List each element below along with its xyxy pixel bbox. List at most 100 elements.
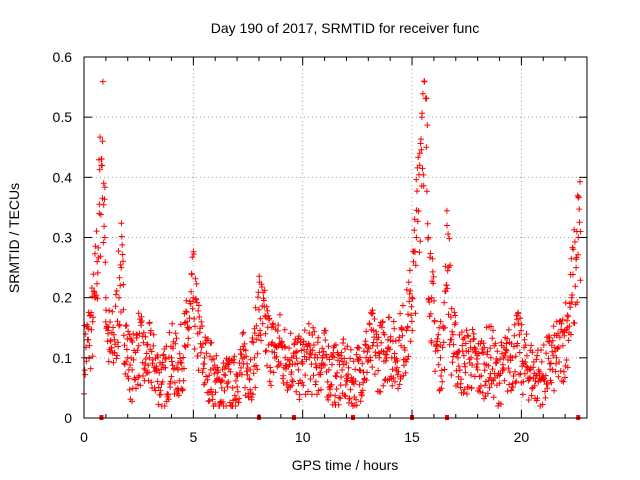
data-point [253,336,260,343]
data-point [88,326,95,333]
data-point [145,377,152,384]
data-point [212,389,219,396]
data-point [576,219,583,226]
data-point [333,386,340,392]
data-point [348,400,355,407]
data-point [169,362,176,369]
data-point [227,399,233,406]
data-point [312,378,319,385]
data-point [401,347,408,353]
data-point [390,318,397,325]
x-tick-label: 15 [404,429,420,445]
data-point [471,344,478,351]
data-point [327,383,334,390]
data-point [169,320,176,327]
data-point [363,377,370,384]
data-point [473,364,480,371]
data-point [146,319,153,326]
data-point [396,381,403,388]
data-point [342,381,349,388]
data-point [145,362,152,369]
data-point [520,378,527,385]
data-point [559,342,566,349]
data-point [427,310,434,317]
data-point [98,156,105,162]
data-point [541,378,548,384]
data-point [523,352,530,359]
data-point [249,335,256,341]
data-point [564,324,571,331]
data-point [573,264,580,271]
data-point [444,222,450,229]
data-point [199,323,206,330]
data-point [430,273,437,280]
data-point [565,337,572,344]
data-point [462,369,469,376]
data-point [175,366,181,373]
data-point [284,387,291,394]
data-point [490,327,496,334]
data-point [490,394,497,401]
data-point [100,201,107,208]
data-point [94,280,100,287]
data-point [144,341,151,348]
data-point [171,365,178,372]
data-point [281,343,288,350]
data-point [238,371,245,378]
data-point [353,396,359,403]
data-point [266,315,273,322]
data-point [311,328,318,335]
data-point [497,356,504,363]
data-point [555,373,562,380]
data-point [185,335,192,342]
data-point [489,335,496,342]
data-point [94,258,101,265]
data-point [332,392,339,399]
data-point [527,366,534,373]
data-point [496,380,503,387]
y-tick-label: 0.6 [53,49,73,65]
data-point [113,287,120,294]
data-point [232,403,239,409]
data-point [465,333,472,340]
data-point [195,367,202,374]
data-point [107,319,113,325]
data-point [546,334,553,341]
data-point [99,78,106,85]
data-point [523,331,530,338]
data-point [395,385,402,392]
data-point [140,373,146,379]
data-point [412,310,419,317]
data-point [308,391,315,398]
data-point [568,294,575,301]
data-point [358,392,365,399]
data-point [91,294,98,301]
data-point [394,357,401,364]
data-point [455,354,461,361]
data-point [357,398,364,405]
data-point [449,359,456,366]
data-point [406,290,413,297]
data-point [517,315,524,322]
data-point [177,321,184,328]
data-point [548,379,555,386]
data-point [203,350,210,357]
data-point [565,313,572,320]
data-point [168,373,175,380]
data-point [557,368,564,374]
data-point [370,339,377,346]
data-point [540,372,547,379]
data-point [334,357,341,364]
data-point [116,321,123,328]
data-point [298,347,305,354]
data-point [394,364,400,371]
data-point [292,361,298,368]
data-point [539,401,546,408]
data-point [527,374,533,381]
data-point [485,362,492,369]
data-point [238,351,245,358]
data-point [191,346,198,352]
data-point [153,366,160,373]
data-point [326,356,333,363]
x-tick-label: 5 [189,429,197,445]
